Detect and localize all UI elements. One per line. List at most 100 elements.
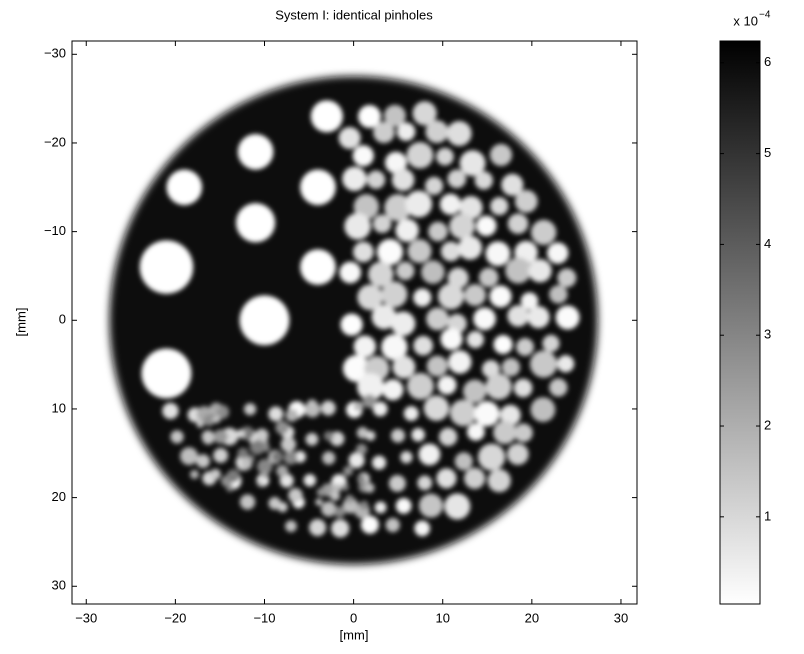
speckle (275, 420, 289, 435)
speckle (257, 479, 265, 487)
blob (300, 249, 336, 285)
y-axis-label: [mm] (13, 308, 28, 337)
blob (407, 372, 434, 400)
blob (237, 134, 274, 170)
blob (331, 519, 350, 538)
axes-box (71, 40, 638, 605)
blob (411, 428, 425, 442)
blob (373, 121, 395, 144)
blob (353, 194, 379, 220)
blob (418, 443, 441, 466)
speckle (257, 458, 273, 475)
blob (490, 197, 509, 216)
blob (439, 193, 462, 215)
blob (403, 406, 419, 421)
blob (507, 305, 529, 327)
blob (407, 239, 432, 264)
blob (530, 350, 558, 378)
blob (547, 242, 569, 264)
blob (481, 360, 500, 378)
speckle (331, 483, 342, 493)
blob (458, 235, 483, 260)
y-tick-label: 0 (59, 312, 66, 327)
speckle (189, 469, 199, 479)
blob (344, 213, 371, 240)
colorbar-tick-label: 3 (764, 327, 771, 342)
speckle (210, 468, 221, 480)
blob (243, 403, 257, 416)
blob (395, 218, 419, 243)
blob (459, 150, 486, 177)
blob (464, 467, 486, 489)
speckle (362, 394, 377, 408)
blob (505, 257, 532, 284)
speckle (358, 474, 366, 482)
blob (499, 404, 521, 426)
speckle (276, 465, 289, 477)
blob (489, 143, 513, 166)
x-tick-label: 0 (350, 610, 357, 625)
blob (353, 241, 374, 263)
speckle (212, 414, 221, 424)
blob (368, 261, 394, 287)
blob (395, 497, 412, 514)
speckle (356, 443, 368, 455)
blob (382, 379, 404, 401)
speckle (315, 498, 323, 506)
blob (555, 305, 580, 330)
speckle (196, 454, 210, 468)
blob (463, 379, 487, 403)
blob (493, 420, 517, 445)
blob (440, 328, 463, 351)
speckle (334, 506, 346, 518)
speckle (240, 426, 255, 441)
colorbar-tick-label: 5 (764, 145, 771, 160)
blob (372, 401, 388, 417)
speckle (316, 487, 326, 497)
blob (426, 307, 449, 331)
y-tick-label: 20 (52, 489, 66, 504)
speckle (196, 420, 204, 428)
blob (487, 469, 511, 493)
colorbar-tick-label: 2 (764, 417, 771, 432)
blob (376, 238, 404, 266)
blob (374, 501, 387, 514)
speckle (280, 436, 297, 452)
blob (235, 203, 276, 243)
blob (418, 493, 443, 518)
blob (371, 304, 397, 330)
blob (400, 451, 413, 464)
colorbar-tick-label: 1 (764, 508, 771, 523)
blob (438, 283, 464, 310)
blob (414, 520, 431, 537)
blob (436, 468, 457, 489)
blob (372, 455, 387, 470)
blob (340, 313, 363, 336)
blob (310, 100, 343, 133)
speckle (359, 500, 369, 510)
blob (170, 430, 184, 444)
blob (384, 194, 412, 222)
y-tick-label: −30 (44, 46, 66, 61)
blob (426, 355, 448, 377)
blobs (139, 100, 580, 538)
speckle (241, 458, 253, 470)
blob (348, 452, 365, 469)
blob (437, 375, 457, 395)
blob (549, 378, 568, 397)
blob (268, 406, 284, 422)
blob (356, 426, 369, 439)
speckle (323, 431, 334, 441)
blob (358, 105, 382, 128)
blob (474, 171, 493, 190)
speckle (288, 488, 303, 503)
blob (485, 241, 511, 267)
blob (320, 400, 336, 416)
blob (489, 285, 512, 308)
blob (391, 168, 415, 192)
blob (473, 307, 496, 331)
blob (342, 355, 370, 382)
y-tick-label: −20 (44, 134, 66, 149)
speckle (306, 399, 318, 411)
blob (285, 520, 297, 533)
